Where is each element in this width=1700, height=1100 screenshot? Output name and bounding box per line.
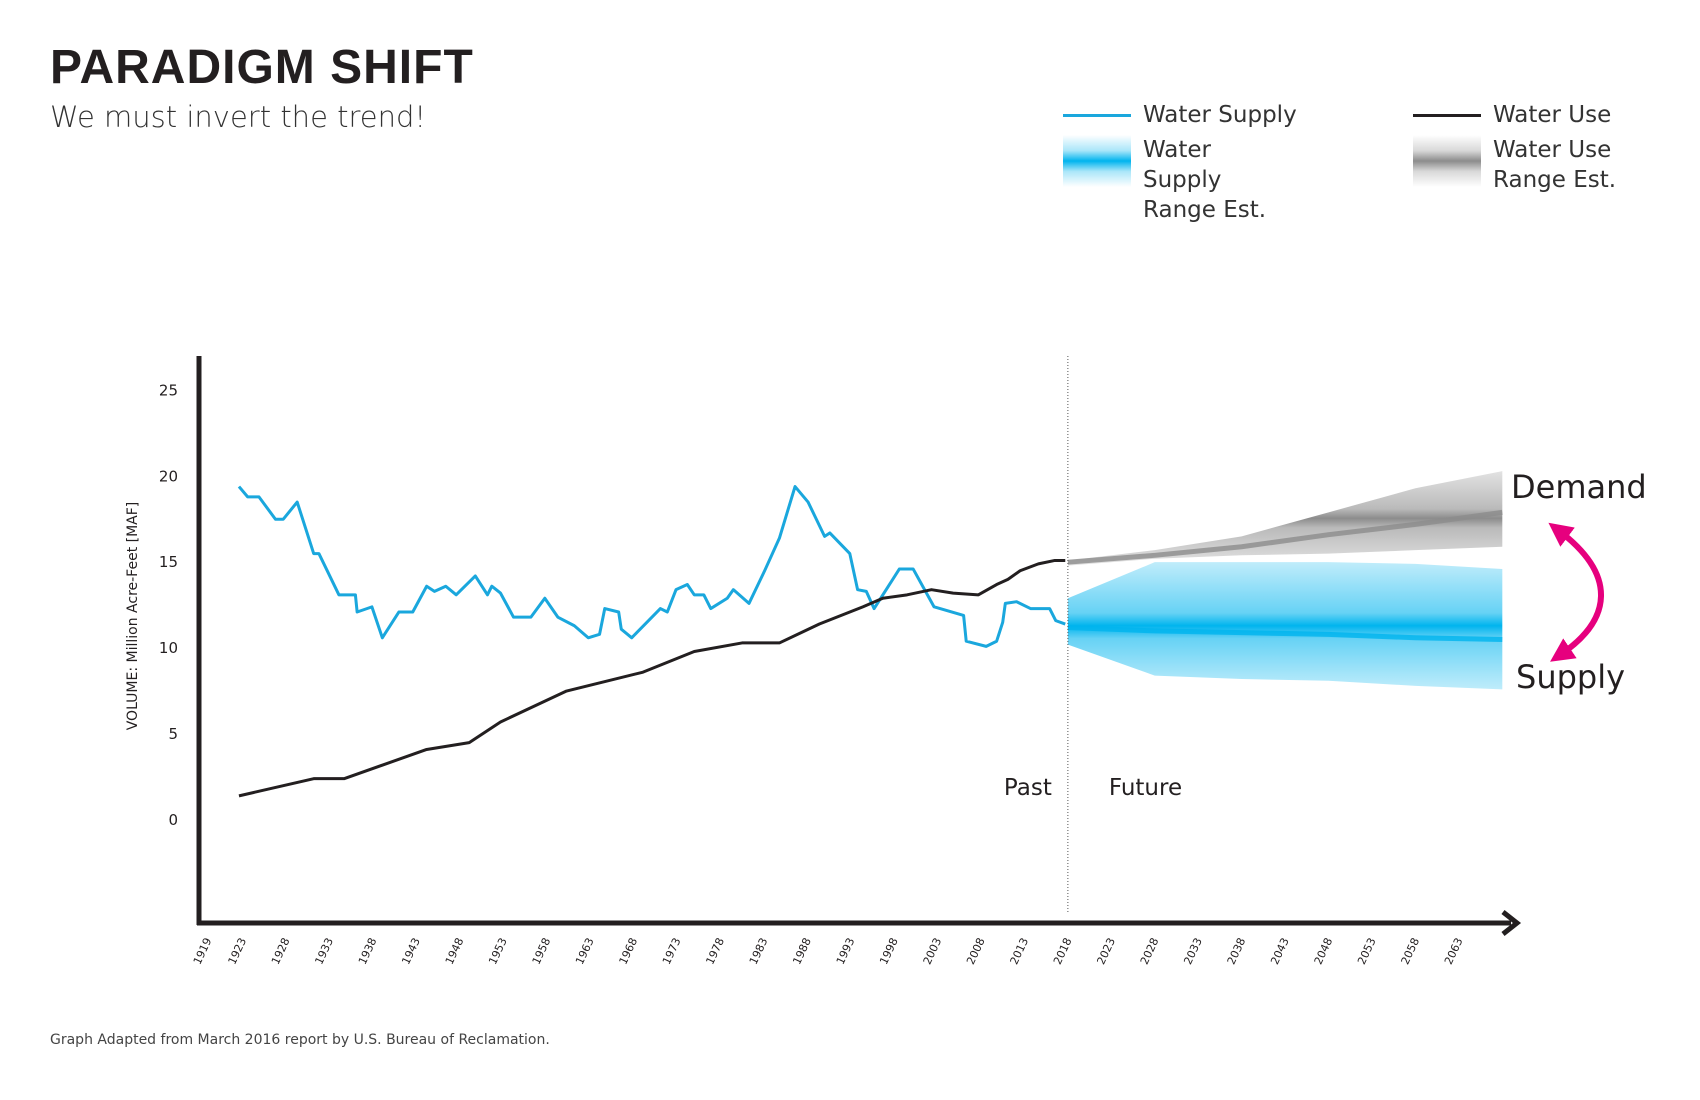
y-tick-label: 25 [159,381,178,399]
x-tick-label: 1988 [790,936,814,967]
chart-title: PARADIGM SHIFT [50,41,474,94]
x-tick-label: 1983 [747,936,771,967]
annotation: Future [1109,775,1182,801]
legend-item: Water Supply [1063,100,1303,130]
x-tick-label: 2023 [1094,936,1118,967]
x-tick-label: 2008 [964,936,988,967]
y-tick-label: 5 [168,725,178,743]
y-axis-label: VOLUME: Million Acre-Feet [MAF] [125,502,141,731]
x-tick-label: 1943 [399,936,423,967]
x-tick-label: 1958 [530,936,554,967]
x-tick-label: 2053 [1355,936,1379,967]
annotation: Supply [1516,658,1625,696]
legend-swatch [1413,114,1481,117]
x-tick-label: 1948 [443,936,467,967]
x-tick-label: 2033 [1181,936,1205,967]
x-tick-label: 2038 [1225,936,1249,967]
x-tick-label: 2043 [1268,936,1292,967]
legend-label: Water Use Range Est. [1493,137,1617,193]
legend-label: Water Use [1493,102,1612,128]
range-band [1067,562,1503,690]
x-tick-label: 2058 [1399,936,1423,967]
x-tick-label: 1973 [660,936,684,967]
y-tick-label: 10 [159,639,178,657]
x-tick-label: 1919 [191,936,215,967]
x-tick-label: 1978 [703,936,727,967]
source-note: Graph Adapted from March 2016 report by … [50,1032,550,1048]
legend-item: Water Supply Range Est. [1063,135,1293,225]
x-tick-label: 1968 [617,936,641,967]
x-tick-label: 1953 [486,936,510,967]
x-axis-arrow [1501,910,1522,936]
series-line [238,558,1066,798]
range-center [1067,509,1503,565]
legend-item: Water Use [1413,100,1653,130]
x-tick-label: 1998 [877,936,901,967]
x-tick-label: 1923 [226,936,250,967]
x-tick-label: 2013 [1008,936,1032,967]
x-tick-label: 1993 [834,936,858,967]
annotation: Demand [1511,468,1647,506]
x-tick-label: 1928 [269,936,293,967]
x-tick-label: 1938 [356,936,380,967]
y-tick-label: 20 [159,467,178,485]
legend-label: Water Supply [1143,102,1297,128]
x-tick-label: 2003 [921,936,945,967]
annotation: Past [1004,775,1052,801]
series-line [237,485,1066,648]
chart-subtitle: We must invert the trend! [50,100,427,134]
x-tick-label: 2028 [1138,936,1162,967]
y-tick-label: 0 [168,811,178,829]
x-tick-label: 1933 [312,936,336,967]
legend-swatch [1413,135,1481,187]
x-tick-label: 2018 [1051,936,1075,967]
x-tick-label: 2063 [1442,936,1466,967]
y-tick-label: 15 [159,553,178,571]
legend-item: Water Use Range Est. [1413,135,1633,195]
range-band [1067,471,1503,566]
legend-swatch [1063,114,1131,117]
legend-label: Water Supply Range Est. [1143,137,1267,223]
x-tick-label: 2048 [1312,936,1336,967]
legend-swatch [1063,135,1131,187]
range-center [1067,624,1503,642]
x-tick-label: 1963 [573,936,597,967]
swap-arrow [1548,522,1604,662]
